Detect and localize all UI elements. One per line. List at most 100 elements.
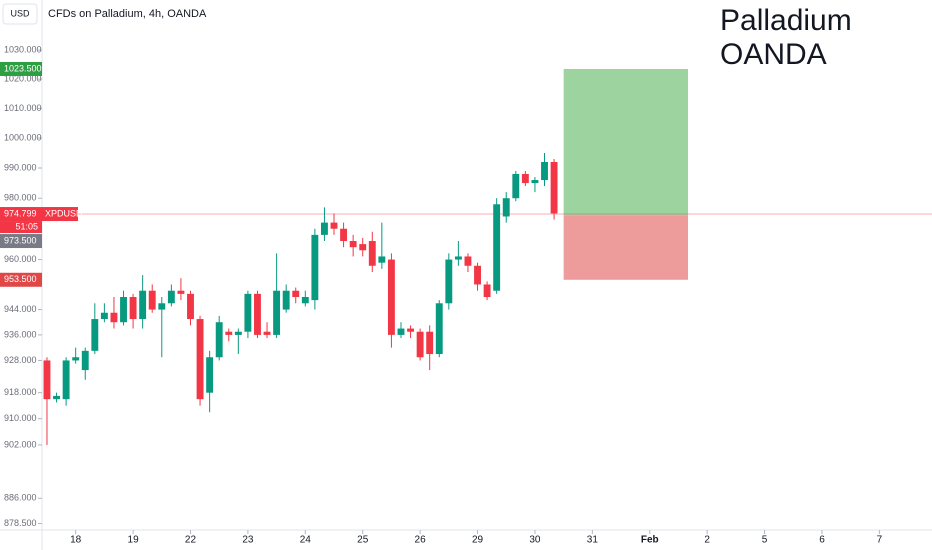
x-tick-label: 22 xyxy=(185,535,197,546)
x-tick-label: 18 xyxy=(70,535,82,546)
candle-body xyxy=(378,256,386,263)
candle-body xyxy=(139,290,147,320)
candle-body xyxy=(435,303,443,355)
x-tick-label: 25 xyxy=(357,535,369,546)
x-tick-label: 24 xyxy=(300,535,312,546)
candle-body xyxy=(282,290,290,310)
candle-body xyxy=(234,331,242,335)
candle-body xyxy=(120,296,127,323)
symbol-box xyxy=(42,207,78,222)
candle-body xyxy=(474,265,481,285)
candle-body xyxy=(320,222,328,235)
y-tick-label: 1030.000 xyxy=(4,45,42,55)
stop-label-box xyxy=(0,272,42,287)
y-tick-label: 918.000 xyxy=(4,387,37,397)
bid-box xyxy=(0,234,42,249)
candle-body xyxy=(225,331,233,335)
candle-body xyxy=(359,244,367,251)
candle-body xyxy=(91,319,99,351)
candle-body xyxy=(512,174,520,199)
y-tick-label: 960.000 xyxy=(4,254,37,264)
y-tick-label: 910.000 xyxy=(4,413,37,423)
annotation: Palladium xyxy=(720,4,852,37)
candle-body xyxy=(196,319,204,400)
current-label: 974.799 xyxy=(4,208,37,218)
y-tick-label: 936.000 xyxy=(4,329,37,339)
target-label: 1023.500 xyxy=(4,63,42,73)
y-tick-label: 928.000 xyxy=(4,355,37,365)
candle-body xyxy=(206,357,214,393)
candle-body xyxy=(72,357,80,361)
x-tick-label: 6 xyxy=(819,535,825,546)
countdown: 51:05 xyxy=(15,221,38,231)
symbol: XPDUSD xyxy=(45,208,83,218)
candle-body xyxy=(62,360,70,400)
y-tick-label: 878.500 xyxy=(4,518,37,528)
candle-body xyxy=(263,331,271,335)
candle-body xyxy=(177,290,185,294)
x-tick-label: 23 xyxy=(242,535,254,546)
candle-body xyxy=(550,161,558,214)
currency-button[interactable] xyxy=(2,3,38,25)
candle-body xyxy=(158,303,166,310)
candle-body xyxy=(187,293,194,320)
candle-body xyxy=(110,312,118,323)
x-tick-label: 31 xyxy=(587,535,599,546)
profit-zone xyxy=(563,68,689,216)
candle-body xyxy=(454,256,462,260)
target-label-box xyxy=(0,61,42,76)
candle-body xyxy=(215,322,223,358)
loss-zone xyxy=(563,215,689,280)
candle-body xyxy=(292,290,300,297)
candle-body xyxy=(426,331,434,355)
x-tick-label: 5 xyxy=(762,535,768,546)
candle-body xyxy=(273,290,281,335)
candle-body xyxy=(531,180,539,184)
x-tick-label: 26 xyxy=(415,535,427,546)
y-tick-label: 902.000 xyxy=(4,439,37,449)
y-tick-label: 1010.000 xyxy=(4,103,42,113)
x-tick-label: Feb xyxy=(641,535,659,546)
candle-body xyxy=(387,259,395,335)
chart-title: CFDs on Palladium, 4h, OANDA xyxy=(48,8,207,20)
candle-body xyxy=(254,293,261,335)
candle-body xyxy=(493,204,501,291)
y-tick-label: 944.000 xyxy=(4,304,37,314)
candle-body xyxy=(43,360,51,400)
x-tick-label: 29 xyxy=(472,535,484,546)
candle-body xyxy=(330,222,338,229)
countdown-box xyxy=(0,221,42,234)
y-tick-label: 1000.000 xyxy=(4,132,42,142)
y-tick-label: 1020.000 xyxy=(4,74,42,84)
candle-body xyxy=(541,161,548,181)
currency[interactable]: USD xyxy=(10,8,30,18)
candle-body xyxy=(340,228,348,242)
candle-body xyxy=(53,395,60,400)
candle-body xyxy=(129,296,137,320)
candle-body xyxy=(416,331,424,358)
candle-body xyxy=(148,290,156,310)
annotation: OANDA xyxy=(720,38,827,71)
candle-body xyxy=(407,328,414,332)
candle-body xyxy=(301,296,309,304)
y-tick-label: 990.000 xyxy=(4,162,37,172)
candle-body xyxy=(397,328,405,335)
candle-body xyxy=(167,290,175,304)
candle-body xyxy=(464,256,472,266)
x-tick-label: 19 xyxy=(128,535,140,546)
candle-body xyxy=(483,284,491,297)
current-label-box xyxy=(0,207,42,222)
candle-body xyxy=(100,312,108,320)
candle-body xyxy=(502,198,510,217)
x-tick-label: 30 xyxy=(529,535,541,546)
candle-body xyxy=(244,293,252,332)
y-tick-label: 980.000 xyxy=(4,193,37,203)
candle-body xyxy=(368,241,376,266)
stop-label: 953.500 xyxy=(4,274,37,284)
bid-label: 973.500 xyxy=(4,235,37,245)
candle-body xyxy=(445,259,453,304)
x-tick-label: 7 xyxy=(877,535,883,546)
x-tick-label: 2 xyxy=(704,535,710,546)
candle-body xyxy=(349,241,357,248)
